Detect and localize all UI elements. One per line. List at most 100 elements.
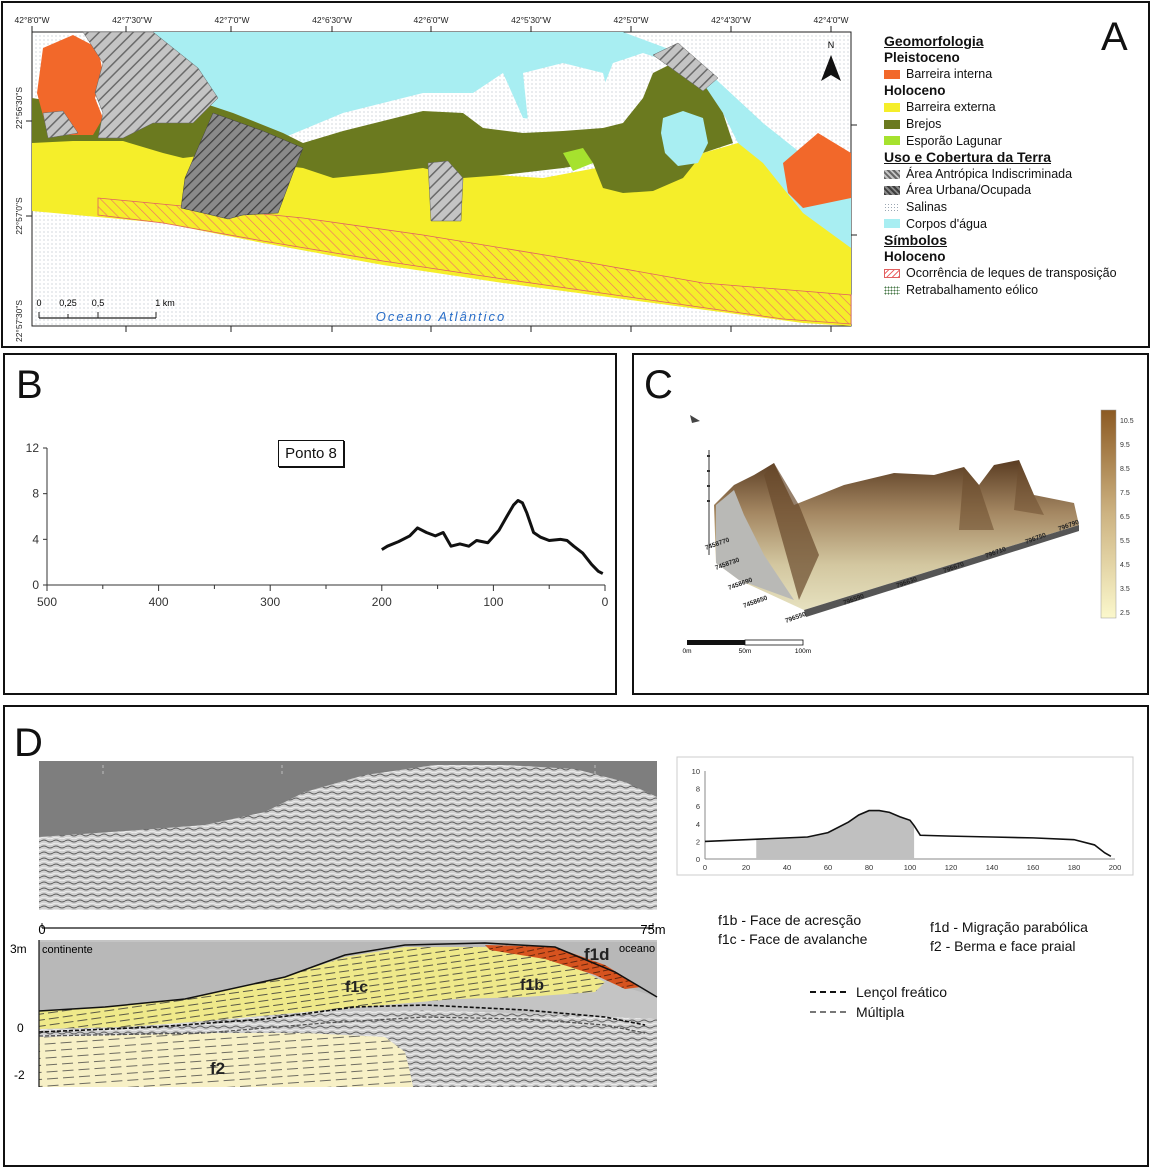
colorbar <box>1100 409 1117 619</box>
legend-label: Múltipla <box>856 1004 905 1020</box>
lat-label: 22°56'30"S <box>14 87 24 129</box>
elevation-line <box>704 809 1112 858</box>
ocean-label: Oceano Atlântico <box>376 309 507 324</box>
x-tick-label: 40 <box>783 863 791 872</box>
legend-label: Lençol freático <box>856 984 948 1000</box>
y-tick-label: 0 <box>696 855 700 864</box>
legend-item-salinas: Salinas <box>884 199 1146 216</box>
x-tick-label: 0 <box>703 863 707 872</box>
lon-label: 42°7'30"W <box>112 15 152 25</box>
legend-label: Área Antrópica Indiscriminada <box>906 166 1073 181</box>
legend-label: Área Urbana/Ocupada <box>906 183 1032 198</box>
desc-f1c: f1c - Face de avalanche <box>718 931 868 947</box>
colorbar-tick: 4.5 <box>1120 562 1130 569</box>
north-label: N <box>828 40 835 50</box>
x-tick-label: 200 <box>1109 863 1122 872</box>
terrain-scale-bar: 0m 50m 100m <box>682 639 811 655</box>
colorbar-tick: 7.5 <box>1120 490 1130 497</box>
legend-item-esporao: Esporão Lagunar <box>884 133 1146 150</box>
compass-icon <box>690 415 700 423</box>
map-legend: Geomorfologia Pleistoceno Barreira inter… <box>884 33 1146 299</box>
c-scale-label: 50m <box>739 648 752 655</box>
facies-f1d-region <box>485 945 641 989</box>
line-legend-multipla: Múltipla <box>810 1004 904 1020</box>
legend-label: Barreira interna <box>906 67 993 82</box>
y-tick-label: 4 <box>32 532 39 546</box>
depth-label: 0 <box>17 1021 24 1035</box>
panel-b-letter: B <box>16 363 43 407</box>
colorbar-tick: 5.5 <box>1120 538 1130 545</box>
y-tick-label: 4 <box>696 820 700 829</box>
scale-label: 0 <box>36 298 41 308</box>
x-tick-label: 500 <box>37 595 57 609</box>
legend-swatch <box>884 285 900 295</box>
legend-swatch <box>884 219 900 229</box>
legend-item-urbana: Área Urbana/Ocupada <box>884 182 1146 199</box>
x-tick-label: 0 <box>602 595 609 609</box>
facies-label-f2: f2 <box>210 1059 225 1078</box>
legend-label: Salinas <box>906 199 947 214</box>
legend-item-corpos: Corpos d'água <box>884 216 1146 233</box>
y-tick-label: 10 <box>692 767 700 776</box>
facies-label-f1b: f1b <box>520 977 544 994</box>
d-scale-start: 0 <box>38 922 45 937</box>
facies-f1-region <box>39 947 605 1029</box>
x-tick-label: 100 <box>483 595 503 609</box>
lon-label: 42°5'30"W <box>511 15 551 25</box>
profile-point-text: Ponto 8 <box>285 445 337 462</box>
desc-f2: f2 - Berma e face praial <box>930 938 1076 954</box>
d-scale-end: 75m <box>640 922 665 937</box>
desc-f1b: f1b - Face de acresção <box>718 912 862 928</box>
desc-f1d: f1d - Migração parabólica <box>930 919 1088 935</box>
continente-label: continente <box>42 944 93 956</box>
scale-label: 1 km <box>155 298 175 308</box>
lon-label: 42°6'30"W <box>312 15 352 25</box>
legend-title-geomorfologia: Geomorfologia <box>884 33 984 49</box>
facies-label-f1c: f1c <box>345 979 368 996</box>
profile-point-label: Ponto 8 <box>278 440 344 467</box>
shaded-area <box>756 810 915 859</box>
panel-b: B Ponto 8 0 4 8 12 500 400 300 200 100 0 <box>3 353 617 695</box>
legend-item-brejos: Brejos <box>884 116 1146 133</box>
panel-a-letter: A <box>1101 15 1128 59</box>
x-tick-label: 400 <box>149 595 169 609</box>
depth-label: 3m <box>10 942 27 956</box>
legend-title-simbolos: Símbolos <box>884 232 948 249</box>
gpr-section: 0 75m 3m 0 -2 continente oceano f1c f1b … <box>10 761 666 1087</box>
x-tick-label: 200 <box>372 595 392 609</box>
y-tick-label: 2 <box>696 837 700 846</box>
lat-label: 22°57'0"S <box>14 197 24 235</box>
legend-item-barreira-interna: Barreira interna <box>884 66 1146 83</box>
legend-item-leques: Ocorrência de leques de transposição <box>884 265 1146 282</box>
facies-label-f1d: f1d <box>584 945 610 964</box>
x-tick-label: 120 <box>945 863 958 872</box>
legend-swatch <box>884 119 900 129</box>
profile-chart: 0 4 8 12 500 400 300 200 100 0 <box>26 441 609 609</box>
panel-d: D <box>3 705 1149 1167</box>
legend-label: Esporão Lagunar <box>906 133 1002 148</box>
legend-label: Ocorrência de leques de transposição <box>906 266 1117 281</box>
legend-label: Retrabalhamento eólico <box>906 282 1039 297</box>
c-x-label: 796550 <box>784 611 807 625</box>
y-tick-label: 8 <box>32 487 39 501</box>
north-arrow-icon: N <box>821 40 841 81</box>
lon-label: 42°5'0"W <box>614 15 649 25</box>
scale-label: 0,25 <box>59 298 77 308</box>
y-tick-label: 8 <box>696 785 700 794</box>
colorbar-tick: 10.5 <box>1120 418 1134 425</box>
x-tick-label: 20 <box>742 863 750 872</box>
c-scale-label: 100m <box>795 648 811 655</box>
x-tick-label: 300 <box>260 595 280 609</box>
profile-line <box>381 499 604 575</box>
scale-label: 0,5 <box>92 298 105 308</box>
x-tick-label: 160 <box>1027 863 1040 872</box>
lon-label: 42°6'0"W <box>414 15 449 25</box>
lon-label: 42°7'0"W <box>215 15 250 25</box>
terrain-3d-model: 7458770 7458730 7458690 7458650 796550 7… <box>682 409 1134 655</box>
depth-label: -2 <box>14 1068 25 1082</box>
legend-swatch <box>884 103 900 113</box>
lat-label: 22°57'30"S <box>14 300 24 342</box>
line-legend-lencol: Lençol freático <box>810 984 947 1000</box>
panel-d-letter: D <box>14 721 43 765</box>
